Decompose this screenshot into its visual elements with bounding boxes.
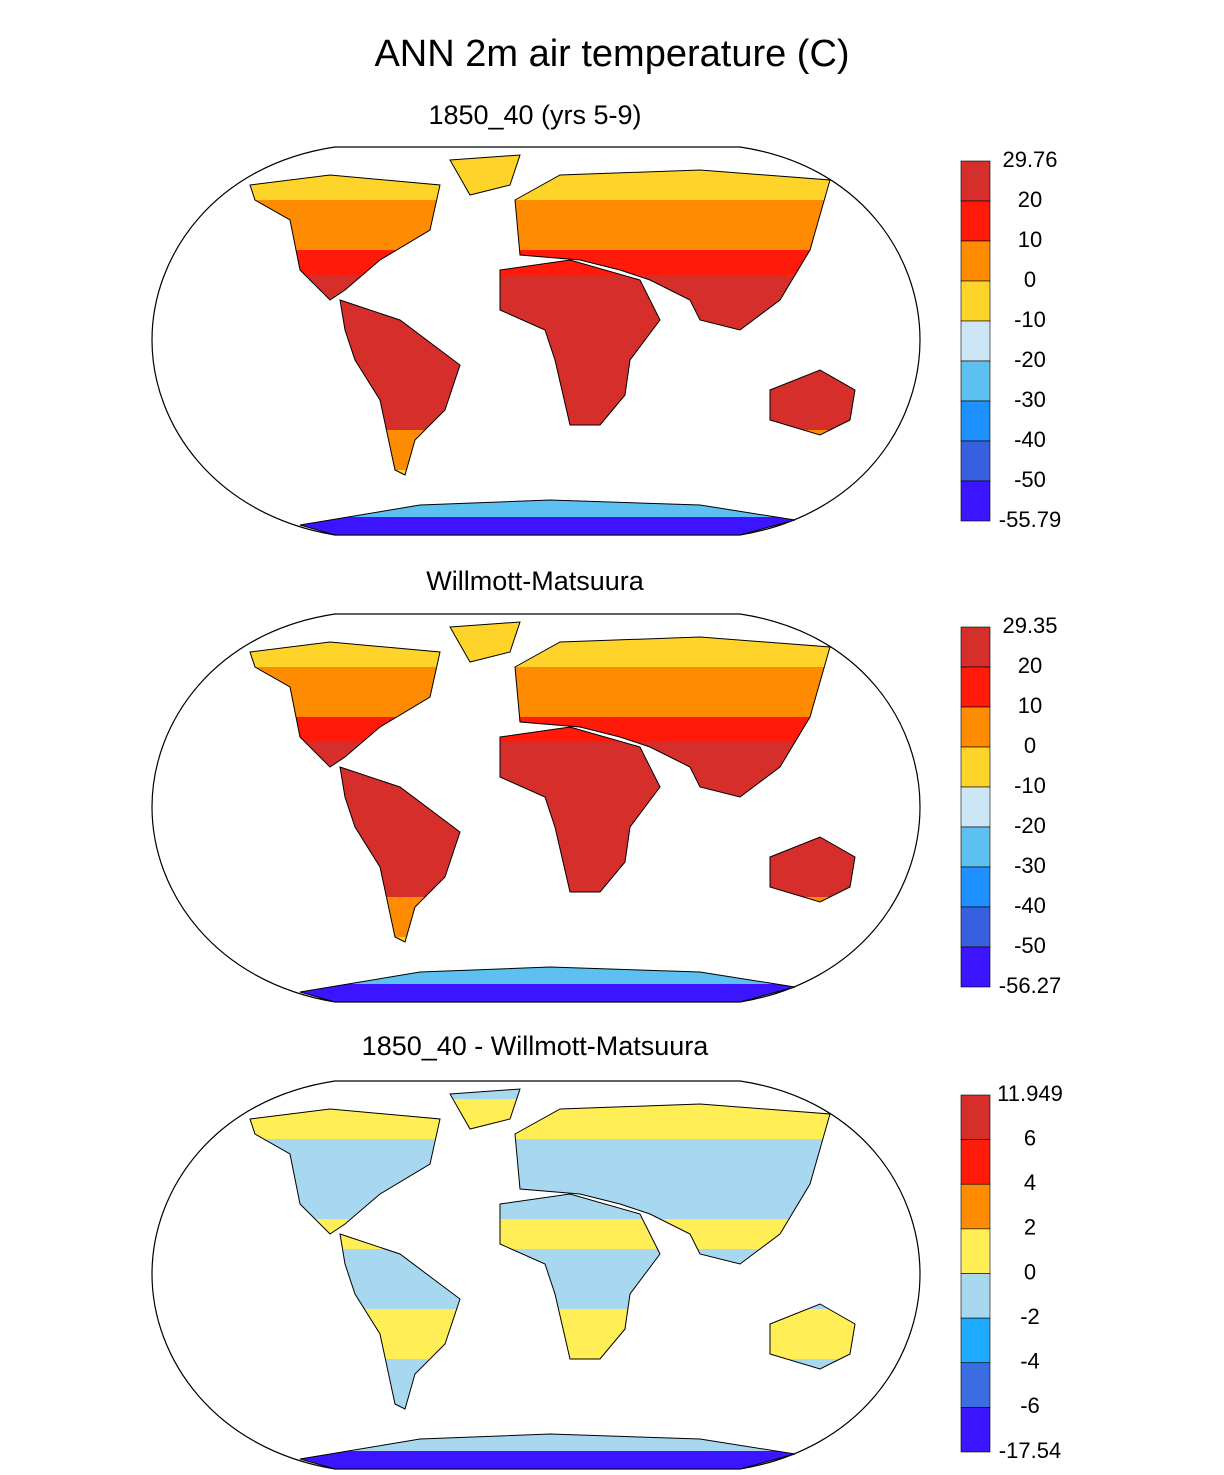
colorbar-label: 20: [1018, 187, 1042, 212]
coastline: [299, 1433, 796, 1470]
colorbar-segment: [960, 240, 991, 282]
map: [151, 1080, 921, 1470]
coastline: [249, 1108, 441, 1235]
coastline: [339, 299, 461, 476]
colorbar-segment: [960, 906, 991, 948]
colorbar-label: -20: [1014, 813, 1046, 838]
colorbar-label: -40: [1014, 427, 1046, 452]
coastline: [339, 766, 461, 943]
colorbar-label: 29.35: [1002, 613, 1057, 638]
colorbar-segment: [960, 400, 991, 442]
colorbar-label: 4: [1024, 1170, 1036, 1195]
colorbar-label: -30: [1014, 853, 1046, 878]
colorbar-label: -10: [1014, 307, 1046, 332]
colorbar-segment: [960, 666, 991, 708]
colorbar-label: 0: [1024, 733, 1036, 758]
colorbar-label: -55.79: [999, 507, 1061, 532]
colorbar-segment: [960, 866, 991, 908]
colorbar-segment: [960, 1362, 991, 1408]
colorbar-segment: [960, 440, 991, 482]
colorbar-label: 2: [1024, 1215, 1036, 1240]
colorbar-segment: [960, 786, 991, 828]
coastline: [769, 1303, 856, 1370]
colorbar-label: -10: [1014, 773, 1046, 798]
colorbar-label: 20: [1018, 653, 1042, 678]
colorbar-segment: [960, 160, 991, 202]
panel-title: 1850_40 (yrs 5-9): [428, 100, 641, 130]
colorbar-segment: [960, 1407, 991, 1453]
colorbar-label: -56.27: [999, 973, 1061, 998]
colorbar-segment: [960, 706, 991, 748]
colorbar-segment: [960, 1228, 991, 1274]
colorbar-segment: [960, 1317, 991, 1364]
coastline: [769, 836, 856, 903]
colorbar-segment: [960, 746, 991, 788]
coastline: [339, 1233, 461, 1410]
coastline: [514, 636, 831, 798]
coastline: [769, 369, 856, 436]
coastline: [249, 174, 441, 301]
colorbar-segment: [960, 1094, 991, 1140]
colorbar-segment: [960, 946, 991, 988]
coastline: [449, 154, 521, 196]
coastline: [299, 499, 796, 536]
coastline: [499, 259, 661, 426]
colorbar-segment: [960, 200, 991, 242]
colorbar-segment: [960, 280, 991, 322]
colorbar-segment: [960, 1183, 991, 1230]
colorbar-segment: [960, 1273, 991, 1319]
colorbar-label: -17.54: [999, 1438, 1061, 1463]
map: [151, 146, 921, 536]
colorbar-segment: [960, 480, 991, 522]
colorbar-segment: [960, 360, 991, 402]
coastline: [249, 641, 441, 768]
colorbar-label: -2: [1020, 1304, 1040, 1329]
colorbar-segment: [960, 1139, 991, 1185]
colorbar-label: -50: [1014, 933, 1046, 958]
colorbar-segment: [960, 320, 991, 362]
colorbar-label: -50: [1014, 467, 1046, 492]
coastline: [499, 726, 661, 893]
figure-title: ANN 2m air temperature (C): [374, 33, 849, 75]
coastline: [514, 169, 831, 331]
colorbar-label: 0: [1024, 267, 1036, 292]
colorbar-label: 0: [1024, 1259, 1036, 1284]
colorbar-label: -4: [1020, 1349, 1040, 1374]
coastline: [499, 1193, 661, 1360]
colorbar-label: -6: [1020, 1393, 1040, 1418]
colorbar-label: 11.949: [997, 1081, 1063, 1106]
coastline: [514, 1103, 831, 1265]
coastline: [449, 1088, 521, 1130]
colorbar-label: -30: [1014, 387, 1046, 412]
colorbar-label: -20: [1014, 347, 1046, 372]
colorbar-label: 6: [1024, 1125, 1036, 1150]
colorbar-label: 29.76: [1002, 147, 1057, 172]
coastline: [449, 621, 521, 663]
colorbar-segment: [960, 826, 991, 868]
coastline: [299, 966, 796, 1003]
map: [151, 613, 921, 1003]
panel-title: Willmott-Matsuura: [426, 566, 645, 596]
panel-title: 1850_40 - Willmott-Matsuura: [362, 1031, 710, 1061]
colorbar-label: 10: [1018, 693, 1042, 718]
colorbar-label: -40: [1014, 893, 1046, 918]
colorbar-label: 10: [1018, 227, 1042, 252]
colorbar-segment: [960, 626, 991, 668]
